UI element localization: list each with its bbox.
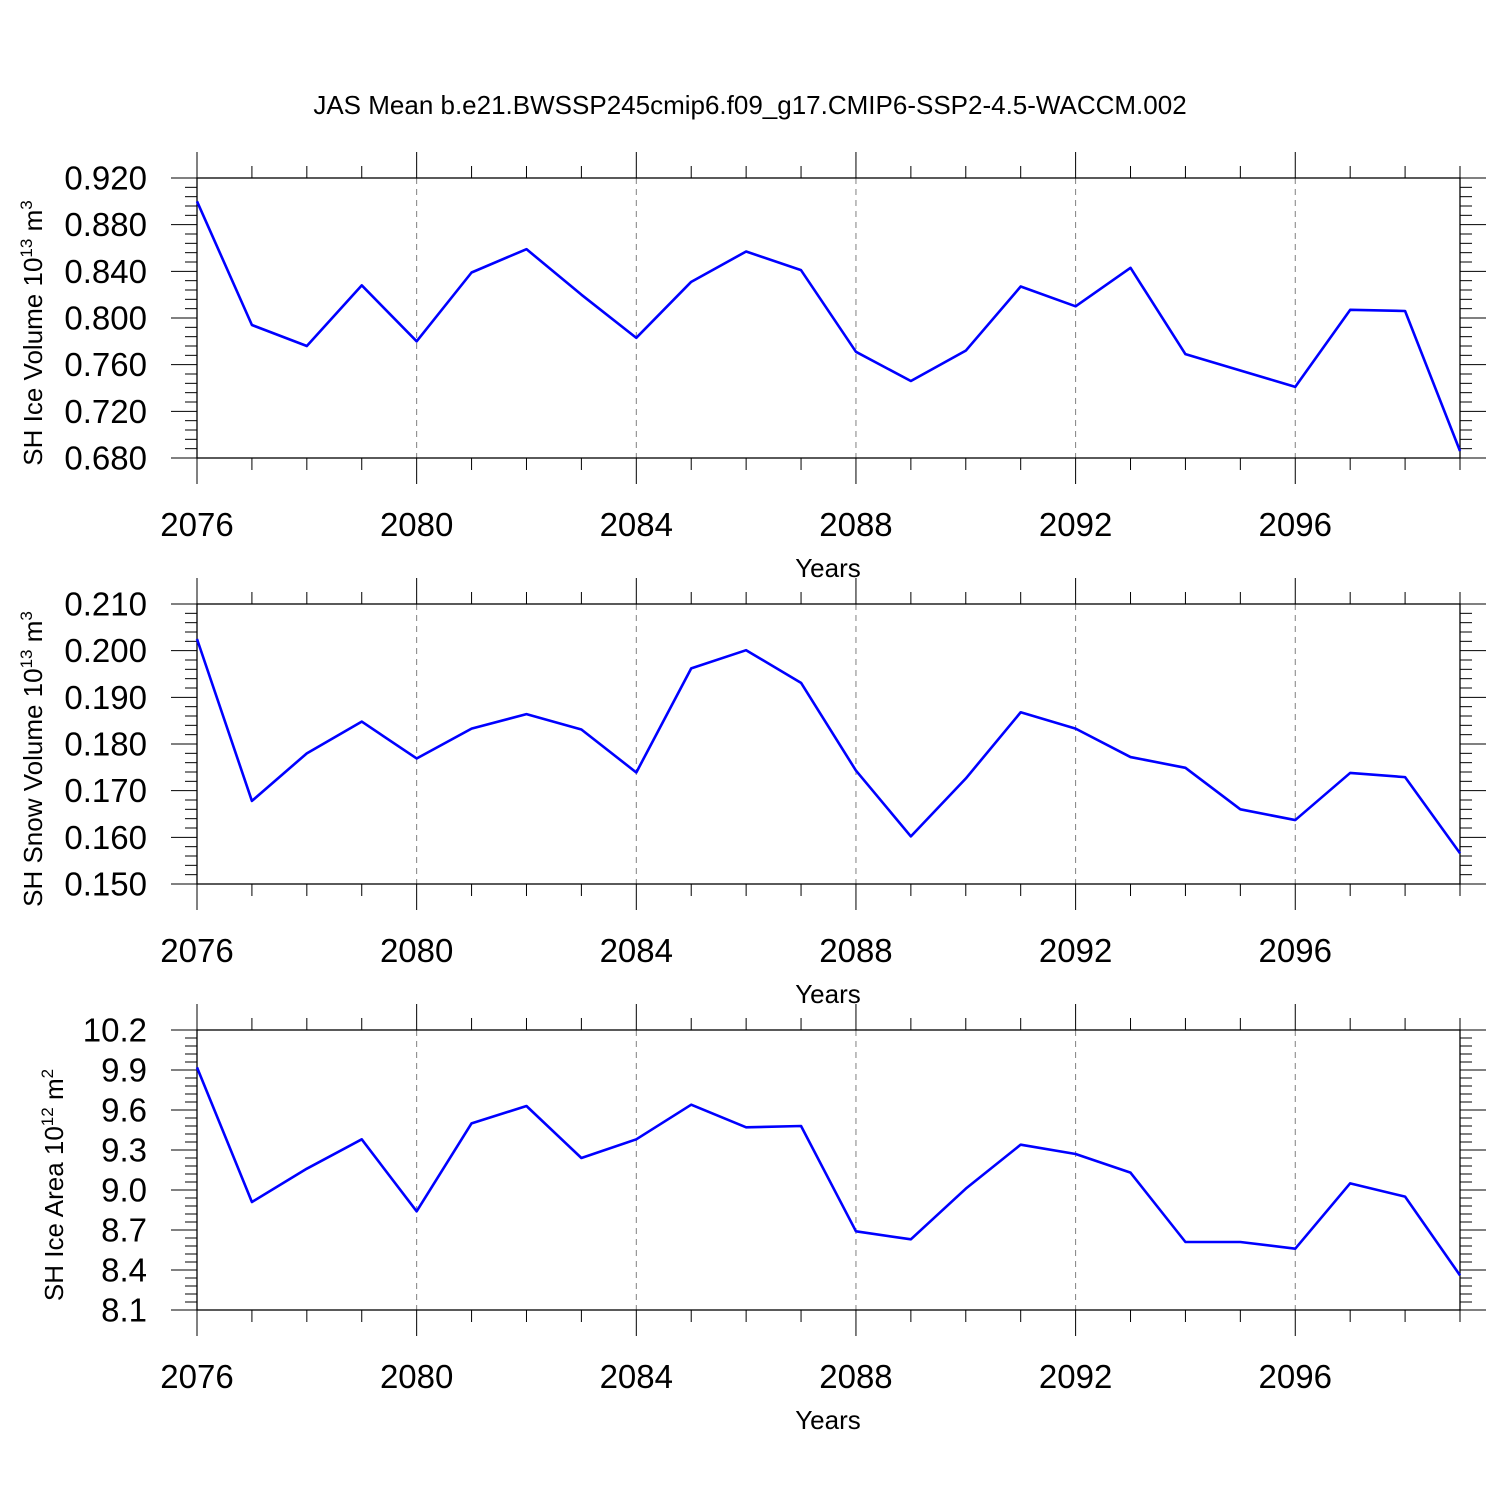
x-tick-label: 2096 <box>1259 506 1332 543</box>
x-tick-label: 2088 <box>819 932 892 969</box>
x-tick-label: 2092 <box>1039 1358 1112 1395</box>
y-axis-title: SH Ice Volume 1013 m3 <box>17 200 48 465</box>
y-tick-label: 10.2 <box>83 1012 147 1049</box>
y-tick-label: 0.720 <box>64 393 147 430</box>
x-tick-label: 2076 <box>160 932 233 969</box>
y-tick-label: 0.150 <box>64 866 147 903</box>
y-tick-label: 0.880 <box>64 206 147 243</box>
x-axis-title: Years <box>795 1405 861 1435</box>
x-tick-label: 2084 <box>600 1358 673 1395</box>
x-tick-label: 2084 <box>600 506 673 543</box>
y-tick-label: 0.840 <box>64 253 147 290</box>
y-tick-label: 0.160 <box>64 819 147 856</box>
x-axis-title: Years <box>795 553 861 583</box>
y-tick-label: 8.1 <box>101 1292 147 1329</box>
y-tick-label: 0.190 <box>64 679 147 716</box>
y-tick-label: 0.920 <box>64 160 147 197</box>
y-tick-label: 0.200 <box>64 632 147 669</box>
y-axis-title: SH Snow Volume 1013 m3 <box>17 611 48 907</box>
x-tick-label: 2088 <box>819 506 892 543</box>
x-tick-label: 2084 <box>600 932 673 969</box>
y-axis-title: SH Ice Area 1012 m2 <box>38 1069 69 1301</box>
chart-title: JAS Mean b.e21.BWSSP245cmip6.f09_g17.CMI… <box>313 90 1186 120</box>
y-tick-label: 0.680 <box>64 440 147 477</box>
x-axis-title: Years <box>795 979 861 1009</box>
series-line <box>195 1066 1462 1277</box>
panel-3: 8.18.48.79.09.39.69.910.2 2076 2080 2084 208… <box>38 1004 1486 1435</box>
y-tick-label: 8.7 <box>101 1212 147 1249</box>
panel-2: 0.150 0.160 0.170 0.180 0.190 0.200 0.210 2076 2… <box>17 578 1486 1009</box>
y-tick-label: 0.210 <box>64 586 147 623</box>
y-tick-label: 9.9 <box>101 1052 147 1089</box>
y-tick-label: 0.800 <box>64 300 147 337</box>
x-tick-label: 2096 <box>1259 932 1332 969</box>
series-line <box>195 638 1462 854</box>
x-tick-label: 2096 <box>1259 1358 1332 1395</box>
plot-frame <box>196 603 1461 885</box>
y-tick-label: 8.4 <box>101 1252 147 1289</box>
plot-frame <box>196 177 1461 459</box>
x-tick-label: 2092 <box>1039 506 1112 543</box>
x-tick-label: 2092 <box>1039 932 1112 969</box>
x-tick-label: 2088 <box>819 1358 892 1395</box>
x-tick-label: 2080 <box>380 1358 453 1395</box>
series-line <box>195 200 1462 452</box>
panel-1: 0.680 0.720 0.760 0.800 0.840 0.880 0.920 2076 2… <box>17 152 1486 583</box>
x-tick-label: 2076 <box>160 506 233 543</box>
y-tick-label: 9.0 <box>101 1172 147 1209</box>
x-tick-label: 2080 <box>380 932 453 969</box>
y-tick-label: 9.6 <box>101 1092 147 1129</box>
y-tick-label: 9.3 <box>101 1132 147 1169</box>
plot-frame <box>196 1029 1461 1311</box>
y-tick-label: 0.180 <box>64 726 147 763</box>
y-tick-label: 0.170 <box>64 772 147 809</box>
x-tick-label: 2076 <box>160 1358 233 1395</box>
y-tick-label: 0.760 <box>64 346 147 383</box>
x-tick-label: 2080 <box>380 506 453 543</box>
